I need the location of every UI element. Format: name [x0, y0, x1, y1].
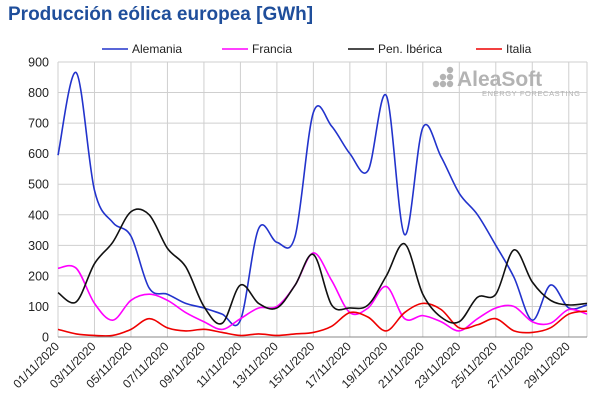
legend-label-alemania: Alemania: [132, 42, 182, 56]
y-tick-label: 700: [28, 117, 49, 131]
series-lines: [57, 71, 588, 337]
y-tick-label: 900: [28, 56, 49, 70]
series-line-italia: [57, 302, 588, 337]
y-tick-label: 600: [28, 147, 49, 161]
legend-label-italia: Italia: [506, 42, 532, 56]
y-tick-label: 400: [28, 208, 49, 222]
y-tick-label: 0: [42, 331, 49, 345]
y-tick-label: 500: [28, 178, 49, 192]
series-line-pen-ib-rica: [57, 208, 588, 325]
legend: Alemania Francia Pen. Ibérica Italia: [102, 42, 532, 56]
watermark-brand: AleaSoft: [457, 68, 542, 91]
series-line-francia: [57, 252, 588, 332]
series-line-alemania: [57, 71, 588, 327]
y-tick-label: 100: [28, 300, 49, 314]
aleasoft-watermark: AleaSoft ENERGY FORECASTING: [432, 66, 581, 98]
y-tick-label: 300: [28, 239, 49, 253]
aleasoft-logo-icon: [432, 66, 454, 88]
legend-label-pen-ib-rica: Pen. Ibérica: [378, 42, 442, 56]
y-tick-label: 800: [28, 86, 49, 100]
legend-label-francia: Francia: [252, 42, 292, 56]
axes: 010020030040050060070080090001/11/202003…: [10, 56, 587, 391]
chart-title: Producción eólica europea [GWh]: [8, 4, 314, 25]
watermark-tagline: ENERGY FORECASTING: [482, 89, 581, 98]
grid: [57, 61, 588, 338]
y-tick-label: 200: [28, 269, 49, 283]
